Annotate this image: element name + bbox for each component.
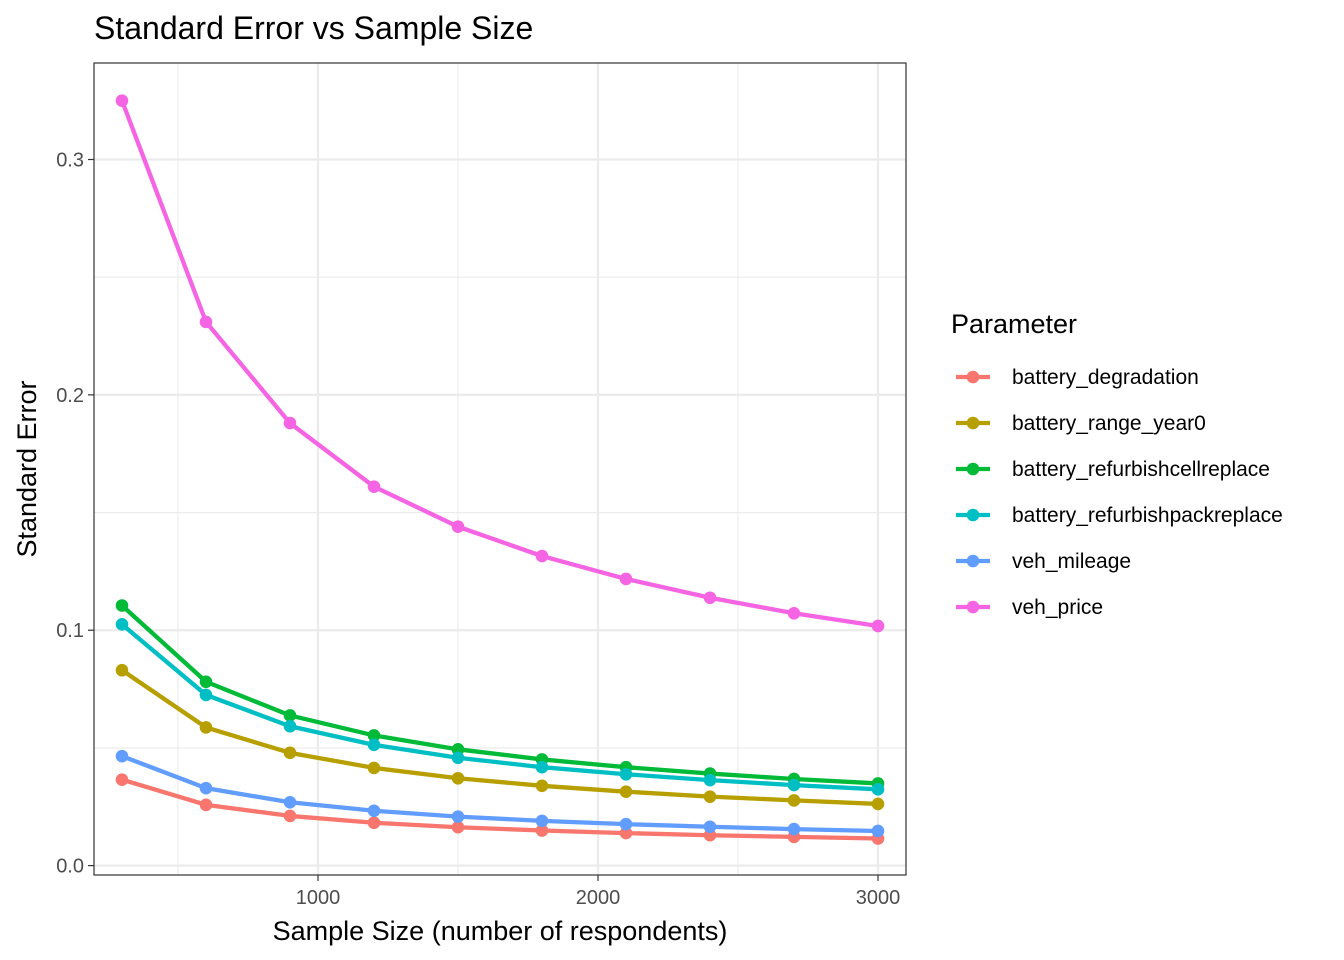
data-point-battery_refurbishpackreplace xyxy=(115,618,129,631)
data-point-veh_price xyxy=(703,591,717,605)
legend-label-veh_mileage: veh_mileage xyxy=(1012,550,1131,573)
plot-border xyxy=(93,62,907,876)
data-point-battery_degradation xyxy=(367,816,381,830)
series-line-battery_degradation xyxy=(121,777,879,841)
data-point-battery_refurbishpackreplace xyxy=(283,719,297,733)
plot-panel xyxy=(94,63,906,875)
y-axis-title: Standard Error xyxy=(12,380,42,557)
legend-label-battery_refurbishpackreplace: battery_refurbishpackreplace xyxy=(1012,504,1283,527)
data-point-battery_range_year0 xyxy=(367,761,381,775)
chart-title: Standard Error vs Sample Size xyxy=(94,10,533,46)
x-axis: 1000 2000 3000 xyxy=(296,875,901,909)
data-point-battery_refurbishpackreplace xyxy=(871,783,885,796)
series-line-veh_price xyxy=(119,99,879,629)
y-tick-label: 0.3 xyxy=(56,149,84,171)
data-point-battery_range_year0 xyxy=(535,779,549,793)
legend-label-battery_range_year0: battery_range_year0 xyxy=(1012,412,1206,435)
data-point-veh_mileage xyxy=(787,822,801,836)
data-point-battery_refurbishpackreplace xyxy=(619,767,633,781)
data-point-battery_range_year0 xyxy=(451,771,465,785)
legend-key-point-battery_refurbishpackreplace xyxy=(966,508,980,522)
data-point-battery_degradation xyxy=(451,820,465,834)
data-point-battery_refurbishpackreplace xyxy=(787,778,801,792)
y-tick-label: 0.1 xyxy=(56,620,84,642)
legend-label-battery_refurbishcellreplace: battery_refurbishcellreplace xyxy=(1012,458,1270,481)
data-point-veh_price xyxy=(115,94,129,107)
x-tick-label: 2000 xyxy=(576,887,621,909)
data-point-battery_refurbishpackreplace xyxy=(451,751,465,765)
data-point-battery_range_year0 xyxy=(199,721,213,734)
data-point-battery_range_year0 xyxy=(115,663,129,677)
data-point-battery_degradation xyxy=(199,798,213,812)
legend-key-point-veh_mileage xyxy=(966,554,980,568)
data-point-veh_mileage xyxy=(619,817,633,831)
x-tick-label: 1000 xyxy=(296,887,341,909)
legend-title: Parameter xyxy=(951,309,1077,339)
data-point-veh_price xyxy=(619,572,633,586)
data-point-veh_mileage xyxy=(451,810,465,823)
major-grid xyxy=(94,63,906,875)
data-point-veh_price xyxy=(871,619,885,633)
data-point-veh_price xyxy=(367,480,381,493)
data-point-veh_price xyxy=(451,520,465,533)
data-point-battery_range_year0 xyxy=(787,794,801,807)
data-point-veh_price xyxy=(199,315,213,329)
series-line-battery_range_year0 xyxy=(120,668,879,807)
data-point-veh_price xyxy=(787,606,801,620)
data-point-veh_price xyxy=(535,549,549,563)
data-point-battery_degradation xyxy=(283,809,297,823)
legend-key-point-battery_degradation xyxy=(966,370,980,384)
data-point-battery_refurbishpackreplace xyxy=(199,688,213,702)
x-axis-title: Sample Size (number of respondents) xyxy=(273,916,728,946)
legend-key-point-veh_price xyxy=(966,600,980,614)
y-tick-label: 0.2 xyxy=(56,385,84,407)
data-point-veh_mileage xyxy=(283,795,297,809)
data-point-battery_refurbishpackreplace xyxy=(367,738,381,752)
data-point-veh_mileage xyxy=(115,749,129,763)
series-line-veh_mileage xyxy=(121,754,879,834)
data-point-veh_mileage xyxy=(367,804,381,818)
legend-label-veh_price: veh_price xyxy=(1012,596,1103,619)
data-point-veh_price xyxy=(283,416,297,430)
x-tick-label: 3000 xyxy=(856,887,901,909)
series-layer xyxy=(115,94,885,845)
data-point-battery_refurbishcellreplace xyxy=(367,729,381,742)
data-point-battery_refurbishpackreplace xyxy=(535,760,549,774)
minor-grid xyxy=(94,63,906,875)
data-point-veh_mileage xyxy=(703,820,717,834)
data-point-battery_degradation xyxy=(619,826,633,840)
data-point-battery_refurbishcellreplace xyxy=(283,709,297,722)
data-point-battery_range_year0 xyxy=(871,797,885,811)
data-point-battery_range_year0 xyxy=(703,790,717,803)
data-point-veh_mileage xyxy=(535,814,549,828)
legend-label-battery_degradation: battery_degradation xyxy=(1012,366,1199,389)
data-point-veh_mileage xyxy=(871,824,885,838)
data-point-veh_mileage xyxy=(199,781,213,795)
legend-key-point-battery_range_year0 xyxy=(966,416,980,430)
y-axis: 0.0 0.1 0.2 0.3 xyxy=(56,149,94,878)
legend-key-point-battery_refurbishcellreplace xyxy=(966,462,980,476)
data-point-battery_range_year0 xyxy=(619,785,633,798)
data-point-battery_refurbishcellreplace xyxy=(115,599,129,612)
data-point-battery_refurbishpackreplace xyxy=(703,773,717,787)
y-tick-label: 0.0 xyxy=(56,856,84,878)
legend: Parameter battery_degradation battery_ran… xyxy=(951,309,1283,619)
data-point-battery_degradation xyxy=(535,824,549,837)
data-point-battery_degradation xyxy=(115,773,129,786)
data-point-battery_range_year0 xyxy=(283,746,297,760)
series-line-battery_refurbishpackreplace xyxy=(120,622,879,792)
series-line-battery_refurbishcellreplace xyxy=(120,603,879,786)
data-point-battery_refurbishcellreplace xyxy=(199,675,213,689)
